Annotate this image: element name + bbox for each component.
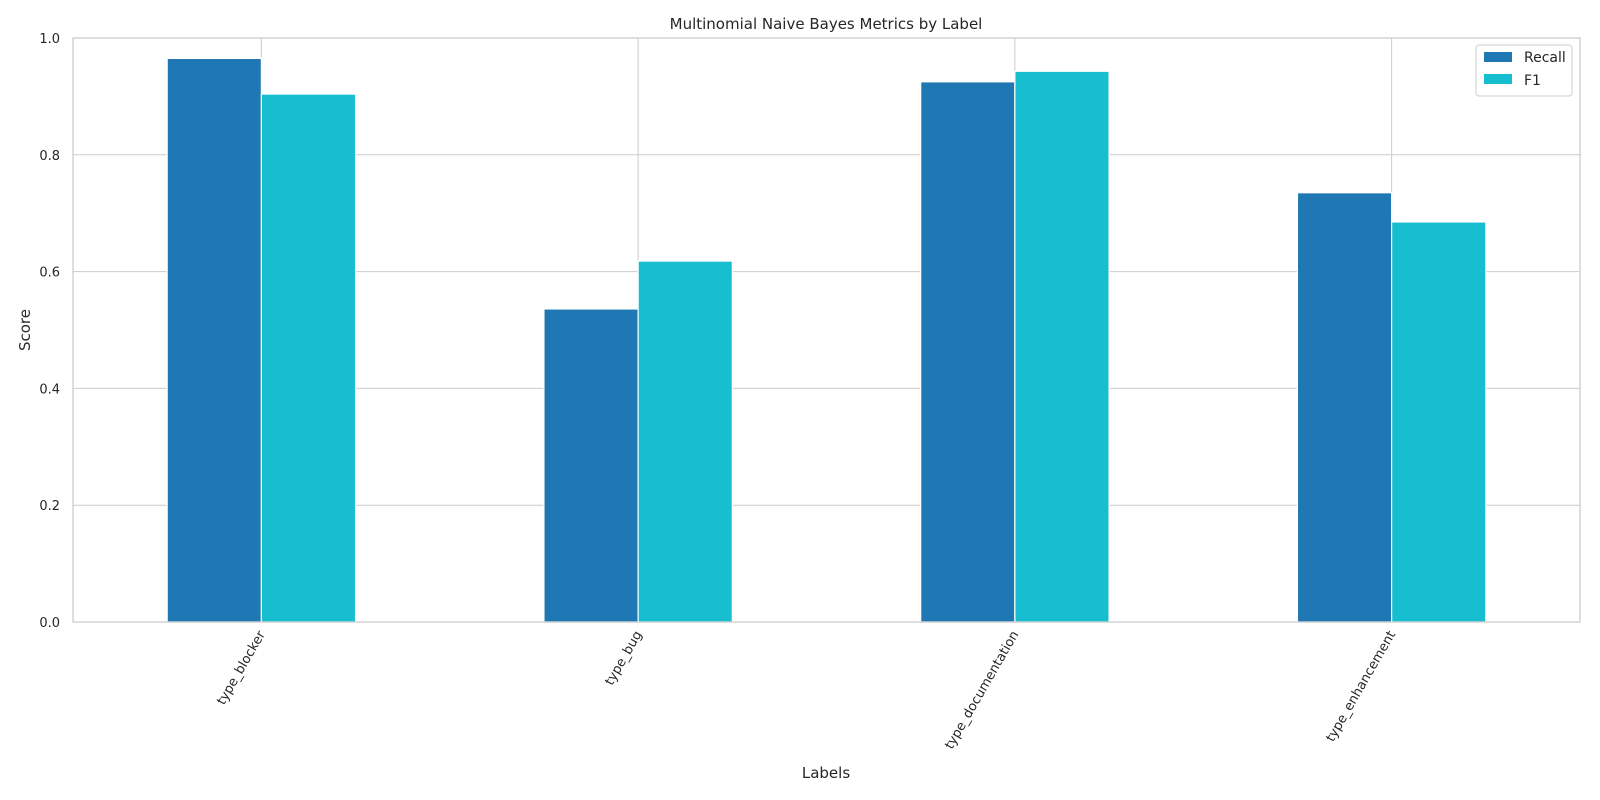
bar-f1-type_enhancement xyxy=(1391,221,1487,623)
y-tick-label: 1.0 xyxy=(39,32,60,47)
bar-recall-type_enhancement xyxy=(1296,192,1393,623)
y-ticks: 0.0 0.2 0.4 0.6 0.8 1.0 xyxy=(39,32,60,631)
legend-label-f1: F1 xyxy=(1524,73,1541,89)
y-tick-label: 0.0 xyxy=(39,616,60,631)
y-tick-label: 0.6 xyxy=(39,266,60,281)
bar-f1-type_bug xyxy=(637,260,733,623)
y-axis-label: Score xyxy=(16,309,34,351)
y-tick-label: 0.4 xyxy=(39,382,60,397)
legend-swatch-recall xyxy=(1484,52,1512,62)
legend-swatch-f1 xyxy=(1484,74,1512,84)
y-tick-label: 0.8 xyxy=(39,149,60,164)
legend: Recall F1 xyxy=(1475,44,1573,97)
y-tick-label: 0.2 xyxy=(39,499,60,514)
chart-title: Multinomial Naive Bayes Metrics by Label xyxy=(670,15,983,33)
bars xyxy=(166,57,1487,623)
bar-f1-type_documentation xyxy=(1014,70,1110,623)
x-axis-label: Labels xyxy=(802,764,850,782)
plot-frame xyxy=(72,37,1581,623)
bar-recall-type_blocker xyxy=(166,57,262,623)
bar-recall-type_bug xyxy=(543,308,639,623)
legend-label-recall: Recall xyxy=(1524,50,1566,66)
bar-recall-type_documentation xyxy=(920,81,1016,623)
bar-f1-type_blocker xyxy=(260,93,357,623)
